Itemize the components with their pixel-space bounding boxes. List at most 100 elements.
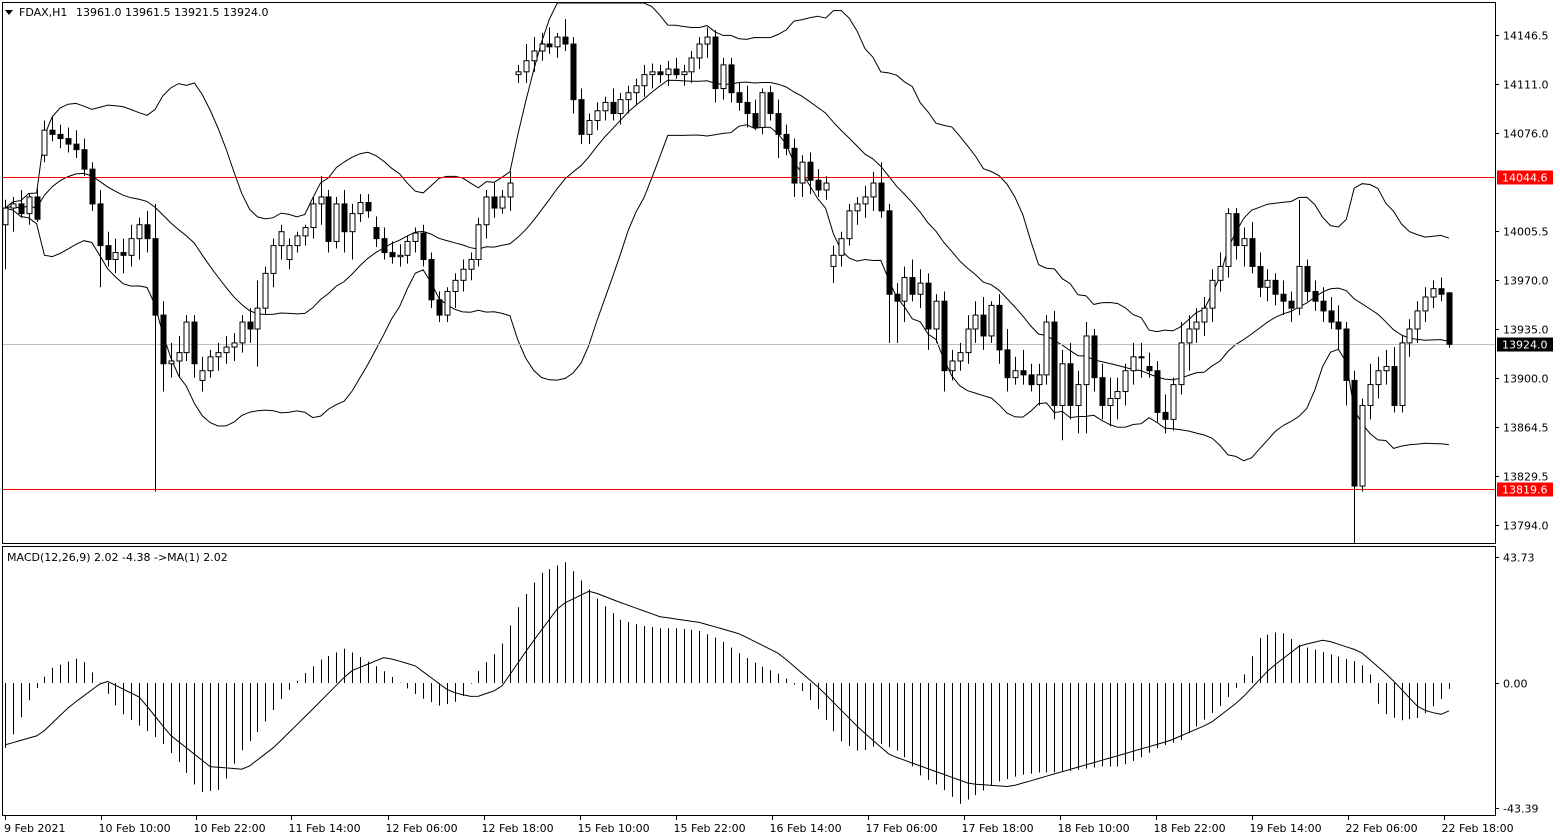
candle-body-up <box>696 43 703 59</box>
candle <box>160 301 167 392</box>
candle <box>1170 377 1177 431</box>
candle <box>1257 252 1264 298</box>
candle <box>1004 329 1011 392</box>
candle-body-up <box>483 196 490 226</box>
candle <box>633 78 640 106</box>
time-tick-label: 22 Feb 18:00 <box>1442 822 1514 835</box>
candle-body-up <box>972 314 979 330</box>
macd-header: MACD(12,26,9) 2.02 -4.38 ->MA(1) 2.02 <box>7 551 228 564</box>
candle <box>854 196 861 225</box>
candle <box>1020 349 1027 385</box>
candle <box>1335 305 1342 350</box>
candle-body-up <box>1059 363 1066 406</box>
candle-body-up <box>799 161 806 184</box>
candle-body-up <box>554 36 561 48</box>
candle <box>1446 292 1453 348</box>
time-tick-label: 12 Feb 18:00 <box>482 822 554 835</box>
macd-signal-line <box>4 590 1450 788</box>
candle-body-down <box>1233 213 1240 247</box>
candle <box>1209 269 1216 323</box>
price-tick-label: 13970.0 <box>1503 275 1549 288</box>
candle <box>239 315 246 353</box>
candle-body-up <box>128 238 135 256</box>
candle <box>815 169 822 197</box>
time-tick-label: 12 Feb 06:00 <box>386 822 458 835</box>
candle <box>460 259 467 292</box>
candle <box>389 241 396 264</box>
candle <box>1225 208 1232 278</box>
candle <box>412 227 419 253</box>
candle-body-down <box>389 252 396 258</box>
price-tick-label: 14005.5 <box>1503 226 1549 239</box>
candle <box>838 231 845 267</box>
candle-body-up <box>318 196 325 205</box>
candle-body-up <box>933 300 940 330</box>
symbol-dropdown-icon[interactable] <box>5 10 13 15</box>
candle-body-up <box>1170 384 1177 420</box>
candle-body-up <box>1367 384 1374 406</box>
candle <box>444 287 451 323</box>
candle <box>1241 227 1248 267</box>
candle <box>1091 329 1098 392</box>
candle <box>1067 342 1074 420</box>
candle <box>696 37 703 70</box>
candle <box>183 315 190 361</box>
candle-body-up <box>262 272 269 309</box>
candle <box>1351 370 1358 544</box>
candle-body-down <box>791 147 798 184</box>
candle <box>1233 208 1240 260</box>
time-tick-label: 18 Feb 22:00 <box>1154 822 1226 835</box>
candle <box>152 203 159 492</box>
candle <box>988 301 995 343</box>
candle-body-up <box>1241 238 1248 247</box>
candle-body-down <box>1272 279 1279 295</box>
candle <box>996 294 1003 364</box>
candle <box>1012 356 1019 385</box>
candle <box>1059 349 1066 441</box>
candle-body-up <box>539 43 546 52</box>
candle <box>657 64 664 83</box>
candle-body-down <box>34 196 41 220</box>
candle-body-up <box>1122 370 1129 393</box>
candle-body-down <box>1391 366 1398 406</box>
candle-body-down <box>728 64 735 94</box>
candle <box>554 32 561 58</box>
candle <box>1296 199 1303 316</box>
chart-ohlc: 13961.0 13961.5 13921.5 13924.0 <box>76 6 268 19</box>
candle <box>1249 221 1256 274</box>
price-tick-label: 13864.5 <box>1503 422 1549 435</box>
candle-body-up <box>1201 307 1208 323</box>
candle-body-up <box>823 182 830 191</box>
candle <box>223 335 230 364</box>
candle <box>452 273 459 309</box>
candle-body-up <box>1264 279 1271 288</box>
candle <box>1304 259 1311 302</box>
candle-body-up <box>594 110 601 121</box>
candle <box>1359 398 1366 492</box>
candle-body-up <box>294 235 301 247</box>
candle-body-down <box>373 227 380 240</box>
candle-body-down <box>144 224 151 240</box>
macd-histogram <box>5 562 1450 804</box>
candle-body-down <box>491 196 498 209</box>
candle-body-down <box>1091 335 1098 379</box>
time-tick-label: 17 Feb 18:00 <box>962 822 1034 835</box>
candle-body-up <box>1075 384 1082 406</box>
candle-body-down <box>428 258 435 301</box>
candle-body-up <box>759 92 766 128</box>
candle-body-up <box>838 238 845 256</box>
candle-body-up <box>444 290 451 316</box>
candle-body-up <box>231 342 238 348</box>
candle <box>34 188 41 222</box>
candle-body-down <box>562 36 569 45</box>
candle-body-down <box>1028 374 1035 386</box>
level-tag-label: 14044.6 <box>1502 172 1548 185</box>
candle <box>594 102 601 131</box>
candle <box>1264 269 1271 302</box>
candle <box>254 280 261 367</box>
candle <box>586 113 593 145</box>
candle <box>105 231 112 267</box>
candle-body-up <box>870 182 877 198</box>
candle <box>562 19 569 51</box>
candle <box>894 283 901 343</box>
